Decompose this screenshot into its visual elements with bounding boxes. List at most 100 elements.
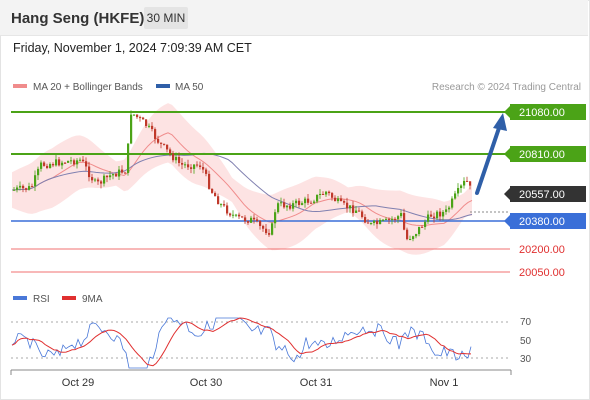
candle-body — [373, 220, 376, 223]
candle-body — [142, 117, 145, 120]
copyright-text: Research © 2024 Trading Central — [432, 82, 581, 93]
candle-body — [274, 212, 277, 224]
candle-body — [160, 142, 163, 144]
candle-body — [331, 193, 334, 198]
level-label-20050: 20050.00 — [519, 267, 565, 279]
candle-body — [223, 204, 226, 206]
candle-body — [220, 204, 223, 206]
x-label-nov1: Nov 1 — [430, 377, 459, 389]
instrument-title: Hang Seng (HKFE) — [11, 10, 145, 27]
candle-body — [364, 217, 367, 223]
rsi-legend-swatch — [13, 296, 27, 300]
rsi-tick-50: 50 — [520, 336, 532, 347]
candle-body — [334, 197, 337, 202]
candle-body — [256, 219, 259, 222]
ma20-legend-swatch — [13, 84, 27, 88]
candle-body — [94, 179, 97, 181]
candle-body — [340, 198, 343, 202]
candle-body — [469, 181, 472, 186]
candle-body — [454, 193, 457, 199]
level-label-21080: 21080.00 — [504, 104, 586, 120]
candle-body — [202, 167, 205, 170]
level-label-20557: 20557.00 — [504, 186, 586, 202]
candle-body — [133, 114, 136, 116]
candle-body — [448, 207, 451, 210]
candle-body — [139, 117, 142, 119]
ma50-legend-swatch — [156, 84, 170, 88]
candle-body — [406, 229, 409, 240]
candle-body — [439, 211, 442, 217]
candle-body — [352, 205, 355, 213]
candle-body — [163, 143, 166, 145]
candle-body — [145, 119, 148, 126]
candle-body — [124, 172, 127, 174]
candle-body — [412, 236, 415, 240]
candle-body — [409, 239, 412, 241]
candle-body — [106, 175, 109, 178]
forecast-arrow — [475, 113, 507, 195]
candle-body — [394, 218, 397, 220]
ma20-legend-label: MA 20 + Bollinger Bands — [33, 82, 143, 93]
candle-body — [148, 125, 151, 127]
candle-body — [187, 164, 190, 168]
candle-body — [67, 160, 70, 163]
candle-body — [169, 149, 172, 154]
candle-body — [358, 210, 361, 212]
candle-body — [22, 185, 25, 189]
rsi-ma-legend-swatch — [62, 296, 76, 300]
candle-body — [289, 205, 292, 209]
candle-body — [82, 159, 85, 162]
candle-body — [259, 221, 262, 226]
candle-body — [13, 189, 16, 191]
candle-body — [40, 162, 43, 169]
candle-body — [445, 209, 448, 212]
candle-body — [241, 216, 244, 218]
candle-body — [217, 196, 220, 205]
candle-body — [166, 144, 169, 150]
candle-body — [325, 191, 328, 195]
level-label-20200: 20200.00 — [519, 244, 565, 256]
candle-body — [19, 185, 22, 188]
candle-body — [286, 205, 289, 208]
candle-body — [232, 214, 235, 216]
timeframe-button[interactable]: 30 MIN — [144, 7, 188, 29]
candle-body — [442, 211, 445, 217]
candle-body — [121, 169, 124, 173]
candle-body — [400, 213, 403, 217]
candle-body — [184, 164, 187, 166]
rsi-legend-label: RSI — [33, 294, 50, 305]
svg-text:20557.00: 20557.00 — [519, 189, 565, 201]
candle-body — [100, 181, 103, 184]
candle-body — [211, 188, 214, 193]
candle-body — [208, 173, 211, 189]
candle-body — [214, 192, 217, 197]
candle-body — [370, 222, 373, 224]
candle-body — [34, 175, 37, 187]
candle-body — [238, 214, 241, 217]
candle-body — [430, 214, 433, 217]
candle-body — [226, 205, 229, 214]
candle-body — [175, 156, 178, 161]
candle-body — [316, 194, 319, 202]
candle-body — [349, 205, 352, 209]
candle-body — [421, 226, 424, 228]
candle-body — [154, 129, 157, 139]
candle-body — [193, 164, 196, 169]
candle-body — [451, 198, 454, 208]
candle-body — [460, 185, 463, 189]
candle-body — [64, 162, 67, 164]
candle-body — [37, 168, 40, 176]
candle-body — [301, 203, 304, 205]
svg-text:20380.00: 20380.00 — [519, 216, 565, 228]
candle-body — [244, 217, 247, 222]
candle-body — [376, 220, 379, 225]
candle-body — [385, 218, 388, 220]
candle-body — [262, 225, 265, 229]
candle-body — [427, 214, 430, 222]
candle-body — [379, 219, 382, 225]
candle-body — [268, 233, 271, 235]
timestamp: Friday, November 1, 2024 7:09:39 AM CET — [13, 41, 252, 55]
candle-body — [313, 201, 316, 203]
candle-body — [103, 175, 106, 184]
